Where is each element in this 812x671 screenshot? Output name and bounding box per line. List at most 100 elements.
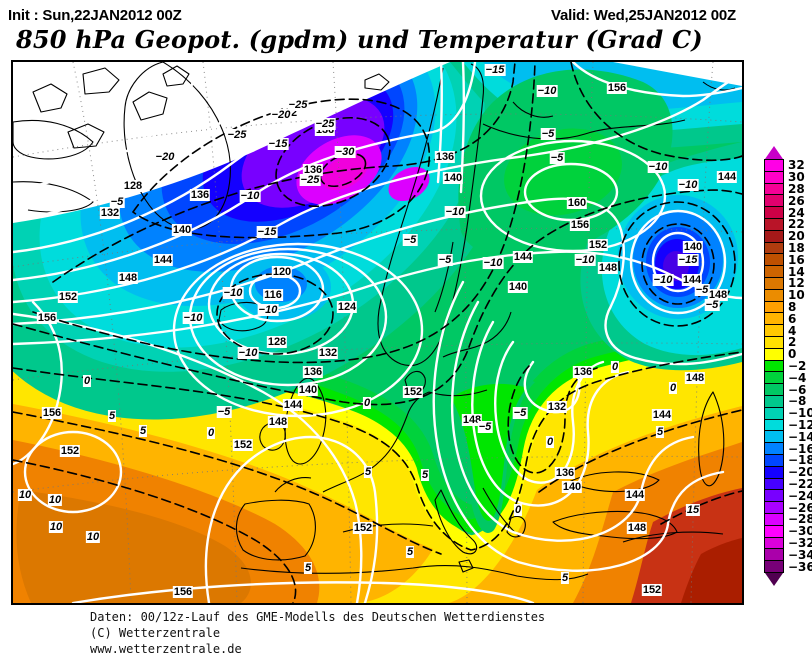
colorbar-tick-label: 8: [788, 300, 797, 314]
colorbar-cell: [765, 229, 783, 242]
colorbar-cell: [765, 524, 783, 537]
colorbar-tick-label: −4: [788, 370, 807, 385]
colorbar-tick-label: 6: [788, 311, 797, 326]
init-time-label: Init : Sun,22JAN2012 00Z: [8, 7, 182, 24]
temperature-contour-label: −25: [287, 99, 309, 111]
temperature-contour-label: −5: [109, 196, 125, 208]
temperature-contour-label: 0: [362, 397, 372, 409]
geopotential-contour-label: 144: [716, 171, 738, 183]
colorbar-tick-label: 26: [788, 193, 805, 208]
colorbar-tick-label: −8: [788, 394, 807, 409]
colorbar-tick-label: 28: [788, 182, 805, 196]
colorbar-arrow-bottom-icon: [765, 572, 783, 586]
colorbar-arrow-top-icon: [765, 146, 783, 159]
colorbar-tick-label: −22: [788, 477, 812, 491]
colorbar-tick-label: −18: [788, 453, 812, 468]
colorbar-tick-label: −12: [788, 418, 812, 432]
temperature-contour-label: −15: [267, 138, 289, 150]
colorbar-tick-label: 4: [788, 323, 797, 338]
geopotential-contour-label: 144: [512, 251, 534, 263]
geopotential-contour-label: 144: [651, 409, 673, 421]
colorbar-tick-label: −28: [788, 512, 812, 527]
temperature-contour-label: 0: [668, 382, 678, 394]
colorbar-tick-label: 16: [788, 252, 805, 267]
temperature-contour-label: 10: [48, 521, 64, 533]
geopotential-contour-label: 152: [352, 522, 374, 534]
temperature-contour-label: 5: [107, 410, 117, 422]
temperature-contour-label: −10: [444, 206, 466, 218]
temperature-contour-label: −10: [647, 161, 669, 173]
colorbar-cell: [765, 453, 783, 466]
temperature-contour-label: −10: [239, 190, 261, 202]
colorbar-cell: [765, 501, 783, 513]
colorbar-cell: [765, 170, 783, 183]
colorbar-cell: [765, 276, 783, 289]
colorbar-tick-label: 18: [788, 241, 805, 255]
geopotential-contour-label: 156: [172, 586, 194, 598]
temperature-contour-label: −25: [299, 174, 321, 186]
geopotential-contour-label: 144: [681, 274, 703, 286]
geopotential-contour-label: 120: [271, 266, 293, 278]
temperature-contour-label: −10: [257, 304, 279, 316]
colorbar-cells: [764, 159, 784, 573]
credits-line-1: Daten: 00/12z-Lauf des GME-Modells des D…: [90, 610, 546, 624]
geopotential-contour-label: 132: [317, 347, 339, 359]
geopotential-contour-label: 140: [297, 384, 319, 396]
colorbar-tick-label: −26: [788, 500, 812, 515]
geopotential-contour-label: 156: [569, 219, 591, 231]
temperature-contour-label: 5: [303, 562, 313, 574]
colorbar-cell: [765, 312, 783, 325]
temperature-contour-label: 10: [47, 494, 63, 506]
colorbar-cell: [765, 359, 783, 372]
colorbar-cell: [765, 560, 783, 572]
colorbar-tick-label: −34: [788, 547, 812, 562]
colorbar-cell: [765, 217, 783, 230]
geopotential-contour-label: 140: [682, 241, 704, 253]
colorbar-cell: [765, 430, 783, 443]
temperature-contour-label: 10: [85, 531, 101, 543]
geopotential-contour-label: 116: [263, 289, 283, 301]
colorbar-tick-label: −20: [788, 465, 812, 480]
geopotential-contour-label: 140: [507, 281, 529, 293]
colorbar-cell: [765, 253, 783, 266]
temperature-contour-label: 5: [363, 466, 373, 478]
temperature-contour-label: −25: [314, 118, 336, 130]
colorbar-cell: [765, 512, 783, 525]
temperature-contour-label: 5: [560, 572, 570, 584]
geopotential-contour-label: 160: [566, 197, 588, 209]
temperature-contour-label: −15: [484, 64, 506, 76]
geopotential-contour-label: 136: [302, 164, 324, 176]
credits-line-3: www.wetterzentrale.de: [90, 642, 242, 656]
colorbar-tick-label: −16: [788, 441, 812, 456]
temperature-contour-label: 0: [513, 504, 523, 516]
temperature-contour-label: 5: [655, 426, 665, 438]
colorbar-cell: [765, 383, 783, 395]
temperature-contour-label: −15: [677, 254, 699, 266]
valid-time-label: Valid: Wed,25JAN2012 00Z: [550, 7, 736, 24]
temperature-contour-label: −5: [477, 421, 493, 433]
geopotential-contour-label: 152: [59, 445, 81, 457]
colorbar-cell: [765, 347, 783, 360]
geopotential-contour-label: 152: [641, 584, 663, 596]
temperature-contour-label: 5: [405, 546, 415, 558]
geopotential-contour-label: 136: [189, 189, 211, 201]
colorbar-cell: [765, 477, 783, 490]
colorbar-tick-label: −36: [788, 559, 812, 574]
temperature-contour-label: 0: [610, 361, 620, 373]
colorbar-tick-label: 24: [788, 205, 805, 220]
geopotential-contour-label: 144: [624, 489, 646, 501]
temperature-contour-label: −5: [437, 254, 453, 266]
colorbar-cell: [765, 194, 783, 207]
colorbar-cell: [765, 418, 783, 431]
geopotential-contour-label: 140: [561, 481, 583, 493]
temperature-contour-label: 10: [17, 489, 33, 501]
temperature-contour-label: −15: [256, 226, 278, 238]
geopotential-contour-label: 152: [57, 291, 79, 303]
geopotential-contour-label: 132: [546, 401, 568, 413]
colorbar-cell: [765, 548, 783, 561]
colorbar-tick-label: 32: [788, 158, 805, 173]
colorbar-tick-label: 22: [788, 217, 805, 232]
temperature-contour-label: −20: [154, 151, 176, 163]
temperature-contour-label: −25: [226, 129, 248, 141]
